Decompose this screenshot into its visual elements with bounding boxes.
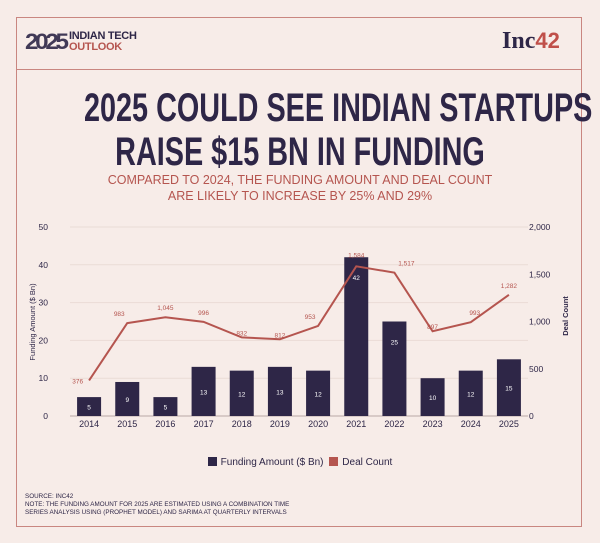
legend: Funding Amount ($ Bn) Deal Count bbox=[0, 457, 600, 468]
x-tick-label: 2022 bbox=[384, 419, 404, 429]
y-tick-label: 10 bbox=[39, 373, 49, 383]
title-line2: RAISE $15 BN IN FUNDING bbox=[115, 130, 485, 174]
y-tick-label: 30 bbox=[39, 298, 49, 308]
deal-count-label: 812 bbox=[274, 332, 285, 339]
subtitle-line2: ARE LIKELY TO INCREASE BY 25% AND 29% bbox=[167, 189, 433, 203]
deal-count-label: 1,517 bbox=[398, 261, 415, 268]
subtitle-line1: COMPARED TO 2024, THE FUNDING AMOUNT AND… bbox=[107, 173, 493, 187]
bar-2015 bbox=[115, 381, 140, 416]
subtitle: COMPARED TO 2024, THE FUNDING AMOUNT AND… bbox=[0, 172, 600, 204]
bar-2020 bbox=[306, 370, 331, 416]
y-tick-label: 40 bbox=[39, 260, 49, 270]
source-text: SOURCE: INC42 bbox=[25, 493, 74, 500]
outlook-logo-line1: INDIAN TECH bbox=[69, 30, 137, 42]
x-tick-label: 2017 bbox=[194, 419, 214, 429]
deal-count-line bbox=[88, 265, 510, 382]
x-tick-label: 2025 bbox=[499, 419, 519, 429]
legend-label-deals: Deal Count bbox=[342, 457, 393, 468]
deal-count-label: 996 bbox=[198, 310, 209, 317]
brand-num: 42 bbox=[535, 28, 560, 53]
bar-value-label: 15 bbox=[505, 386, 513, 393]
bar-2014 bbox=[77, 397, 102, 416]
bar-2021 bbox=[344, 257, 369, 416]
x-tick-label: 2015 bbox=[117, 419, 137, 429]
x-tick-label: 2021 bbox=[346, 419, 366, 429]
deal-count-label: 993 bbox=[469, 310, 480, 317]
deal-count-label: 1,282 bbox=[501, 283, 518, 290]
x-tick-label: 2020 bbox=[308, 419, 328, 429]
bar-2019 bbox=[267, 366, 292, 416]
y2-tick-label: 500 bbox=[529, 364, 543, 374]
y-tick-label: 20 bbox=[39, 335, 49, 345]
bar-value-label: 12 bbox=[467, 391, 475, 398]
y2-tick-label: 0 bbox=[529, 411, 534, 421]
bar-value-label: 10 bbox=[429, 395, 437, 402]
deal-count-label: 1,045 bbox=[157, 305, 174, 312]
bar-2025 bbox=[496, 359, 521, 416]
legend-label-funding: Funding Amount ($ Bn) bbox=[220, 457, 324, 468]
bar-2016 bbox=[153, 397, 178, 416]
x-tick-label: 2024 bbox=[461, 419, 481, 429]
deal-count-label: 832 bbox=[236, 330, 247, 337]
bar-value-label: 13 bbox=[276, 389, 284, 396]
legend-swatch-funding bbox=[207, 457, 217, 466]
bar-2024 bbox=[458, 370, 483, 416]
bar-value-label: 25 bbox=[391, 340, 399, 347]
y2-tick-label: 1,000 bbox=[529, 317, 551, 327]
deal-count-label: 897 bbox=[427, 324, 438, 331]
y2-tick-label: 1,500 bbox=[529, 269, 551, 279]
card-frame bbox=[16, 17, 582, 527]
x-tick-label: 2023 bbox=[423, 419, 443, 429]
bar-value-label: 12 bbox=[314, 391, 322, 398]
bar-value-label: 5 bbox=[87, 405, 91, 412]
y-tick-label: 50 bbox=[39, 222, 49, 232]
bar-2018 bbox=[229, 370, 254, 416]
bar-value-label: 5 bbox=[164, 405, 168, 412]
bar-2017 bbox=[191, 366, 216, 416]
footnote: SOURCE: INC42 NOTE: THE FUNDING AMOUNT F… bbox=[25, 493, 289, 517]
x-tick-label: 2018 bbox=[232, 419, 252, 429]
x-tick-label: 2014 bbox=[79, 419, 99, 429]
header-divider bbox=[16, 69, 582, 70]
inc42-logo: Inc42 bbox=[502, 28, 560, 55]
brand-text: Inc bbox=[502, 28, 536, 54]
x-tick-label: 2019 bbox=[270, 419, 290, 429]
note-line1: NOTE: THE FUNDING AMOUNT FOR 2025 ARE ES… bbox=[25, 501, 290, 508]
deal-count-label: 953 bbox=[305, 314, 316, 321]
bar-value-label: 12 bbox=[238, 391, 246, 398]
legend-swatch-deals bbox=[329, 457, 339, 466]
title-line1: 2025 COULD SEE INDIAN STARTUPS bbox=[83, 86, 593, 130]
y-tick-label: 0 bbox=[43, 411, 48, 421]
deal-count-label: 376 bbox=[72, 378, 83, 385]
bar-value-label: 9 bbox=[125, 397, 129, 404]
x-tick-label: 2016 bbox=[155, 419, 175, 429]
y2-tick-label: 2,000 bbox=[529, 222, 551, 232]
deal-count-label: 983 bbox=[114, 311, 125, 318]
bar-value-label: 13 bbox=[200, 389, 208, 396]
bar-2023 bbox=[420, 378, 445, 416]
y-axis-title: Funding Amount ($ Bn) bbox=[28, 283, 37, 361]
outlook-logo-year: 2025 bbox=[25, 29, 69, 54]
outlook-logo-line2: OUTLOOK bbox=[69, 41, 122, 53]
note-line2: SERIES ANALYSIS USING (PROPHET MODEL) AN… bbox=[25, 509, 287, 516]
y2-axis-title: Deal Count bbox=[561, 296, 570, 336]
bar-value-label: 42 bbox=[353, 275, 361, 282]
deal-count-label: 1,584 bbox=[348, 252, 365, 259]
page-title: 2025 COULD SEE INDIAN STARTUPS RAISE $15… bbox=[0, 86, 600, 174]
bar-2022 bbox=[382, 321, 407, 416]
